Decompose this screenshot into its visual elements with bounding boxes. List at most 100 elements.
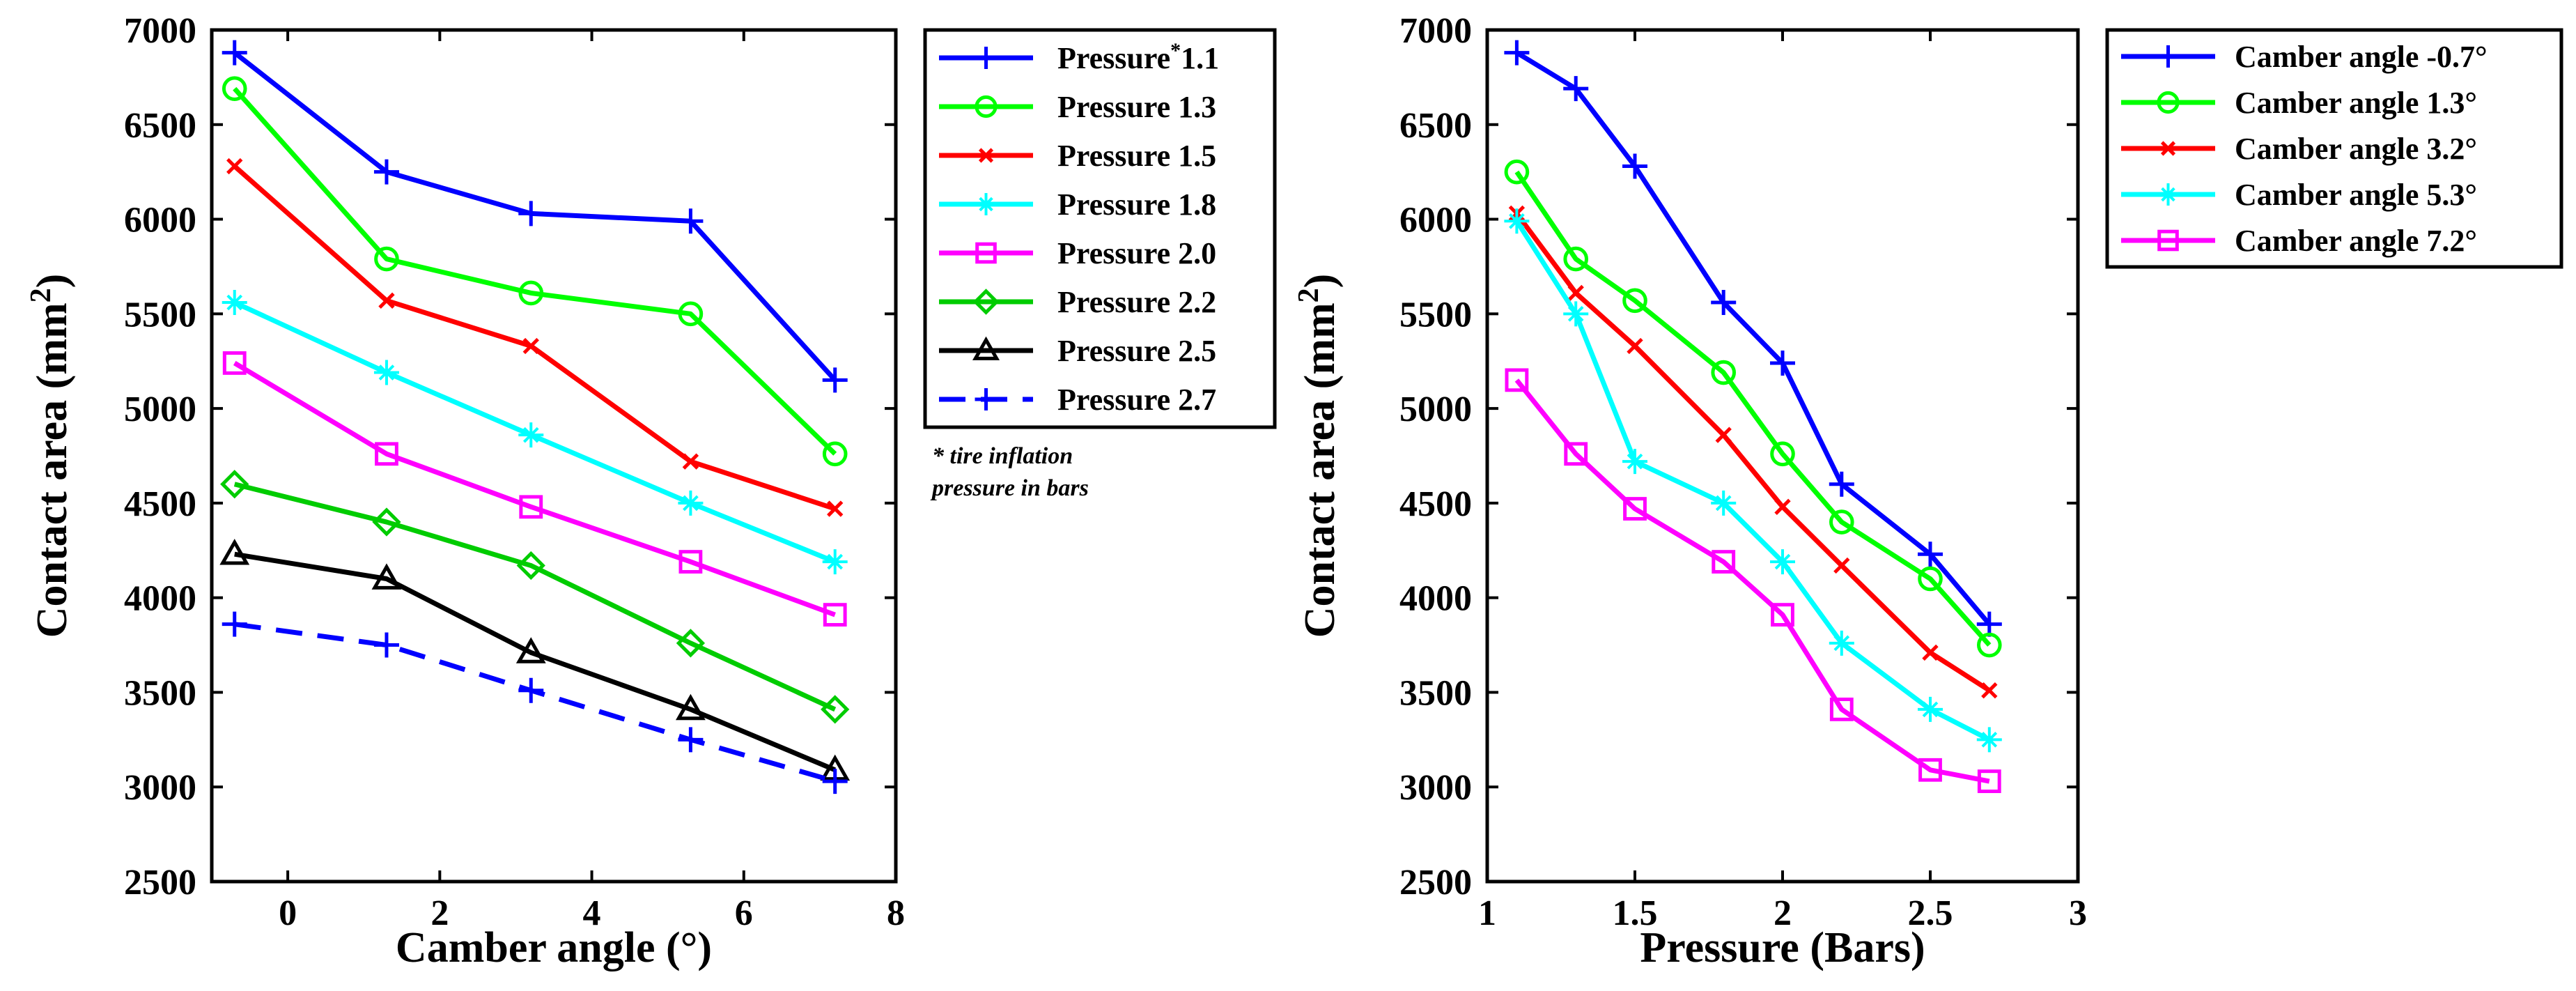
data-point [678, 301, 704, 327]
data-point [678, 208, 704, 234]
data-point [675, 693, 706, 721]
data-point [1711, 290, 1737, 316]
data-point [822, 549, 848, 575]
data-point [1977, 769, 2001, 793]
y-tick-label: 3000 [124, 768, 196, 808]
legend-label: Camber angle 3.2° [2235, 132, 2477, 166]
data-point [222, 611, 247, 637]
data-point [1833, 557, 1850, 574]
data-point [518, 677, 544, 703]
series-5 [220, 470, 850, 724]
x-tick-label: 3 [2069, 893, 2087, 933]
series-line [233, 164, 836, 512]
x-tick-label: 8 [887, 893, 905, 933]
data-point [226, 158, 243, 175]
legend-marker [975, 388, 998, 410]
y-tick-label: 3500 [1399, 673, 1472, 713]
legend-marker [2157, 91, 2180, 114]
data-point [519, 495, 543, 519]
y-tick-label: 2500 [124, 863, 196, 902]
data-point [1771, 603, 1794, 627]
data-point [1627, 337, 1643, 355]
y-tick-label: 3000 [1399, 768, 1472, 808]
legend-label: Camber angle 7.2° [2235, 224, 2477, 258]
y-tick-label: 4500 [124, 484, 196, 524]
data-point [1715, 427, 1732, 443]
data-point [378, 292, 395, 309]
data-point [373, 632, 399, 658]
data-point [373, 360, 399, 385]
x-tick-label: 0 [279, 893, 297, 933]
data-point [1976, 611, 2002, 637]
data-point [374, 246, 399, 272]
data-point [1770, 441, 1795, 467]
series-3 [222, 290, 848, 575]
data-point [1623, 497, 1647, 521]
data-point [1829, 509, 1854, 535]
data-point [222, 40, 247, 66]
data-point [1504, 159, 1530, 185]
data-point [1564, 442, 1588, 466]
data-point [1829, 697, 1854, 721]
legend-label: Pressure 1.8 [1057, 187, 1216, 222]
data-point [1711, 360, 1736, 385]
y-tick-label: 4000 [1399, 579, 1472, 619]
legend-note: pressure in bars [930, 475, 1089, 501]
series-line [233, 86, 837, 456]
series-line [1514, 220, 1991, 742]
y-tick-label: 6500 [124, 106, 196, 146]
legend-label: Camber angle 1.3° [2235, 86, 2477, 120]
data-point [676, 629, 706, 658]
data-point [518, 422, 544, 448]
right-chart: 2500 3000 3500 4000 4500 5000 5500 6000 6500 7000… [1293, 11, 2563, 971]
legend: Camber angle -0.7° Camber angle 1.3° Cambe… [2105, 28, 2563, 269]
y-tick-label: 5000 [124, 390, 196, 429]
data-point [1774, 498, 1791, 515]
data-point [1711, 490, 1737, 516]
data-point [1918, 758, 1942, 782]
legend-label: Pressure*1.1 [1057, 39, 1219, 76]
data-point [373, 159, 399, 185]
data-point [1622, 288, 1647, 314]
series-line [1514, 170, 1992, 647]
series-2 [226, 158, 844, 517]
data-point [219, 539, 250, 565]
data-point [522, 337, 539, 355]
data-point [1918, 696, 1943, 722]
data-point [1622, 153, 1647, 179]
data-point [1976, 727, 2002, 753]
data-point [1770, 549, 1795, 575]
x-tick-label: 2 [1774, 893, 1792, 933]
data-point [822, 769, 848, 794]
data-point [1567, 284, 1584, 302]
y-tick-label: 7000 [124, 11, 196, 51]
data-point [375, 442, 398, 466]
data-point [1563, 301, 1589, 327]
plot-frame [210, 28, 898, 884]
data-point [516, 551, 545, 581]
series-line [1514, 212, 1991, 693]
data-point [1622, 449, 1647, 475]
series-line [233, 50, 837, 382]
series-7 [222, 611, 848, 794]
data-point [1922, 644, 1939, 661]
data-point [1981, 682, 1998, 699]
data-point [678, 550, 703, 574]
y-tick-label: 5500 [124, 295, 196, 335]
series-2 [1508, 205, 1998, 699]
series-0 [222, 40, 848, 393]
data-point [518, 280, 544, 306]
y-tick-label: 5500 [1399, 295, 1472, 335]
x-tick-label: 2.5 [1908, 893, 1953, 933]
legend-marker [975, 47, 998, 69]
legend-label: Pressure 2.7 [1057, 383, 1216, 417]
series-line [1515, 50, 1992, 626]
legend-marker [2157, 45, 2180, 68]
y-tick-label: 4000 [124, 579, 196, 619]
data-point [1712, 550, 1736, 574]
x-tick-label: 2 [430, 893, 449, 933]
data-point [515, 637, 546, 663]
y-tick-label: 6000 [1399, 201, 1472, 240]
y-tick-label: 5000 [1399, 390, 1472, 429]
x-axis-label: Pressure (Bars) [1640, 924, 1925, 971]
